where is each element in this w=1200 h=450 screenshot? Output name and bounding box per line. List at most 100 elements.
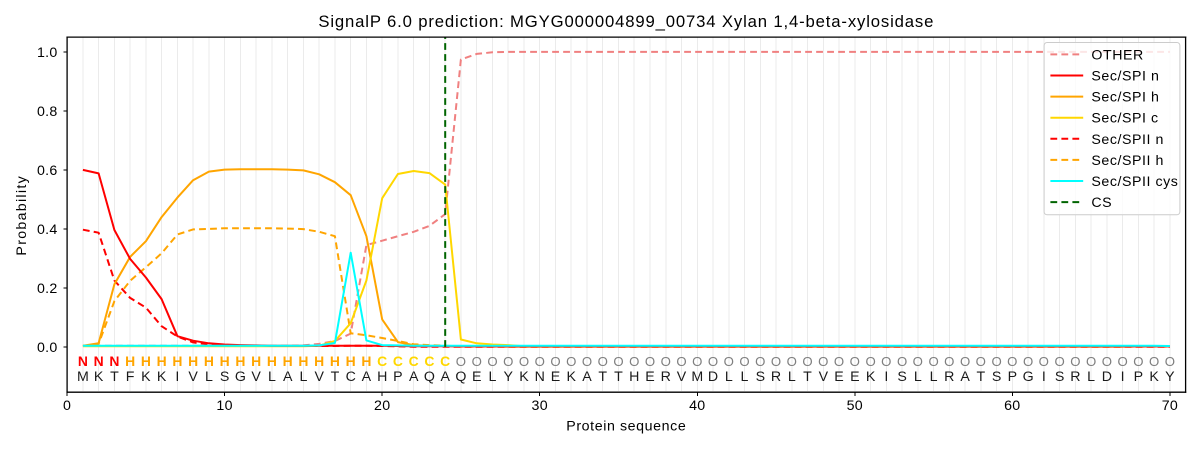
svg-text:L: L — [725, 369, 733, 385]
svg-text:L: L — [268, 369, 276, 385]
svg-text:SignalP 6.0 prediction: MGYG00: SignalP 6.0 prediction: MGYG000004899_00… — [318, 12, 934, 31]
svg-text:0.6: 0.6 — [37, 163, 58, 179]
svg-text:Y: Y — [1165, 369, 1175, 385]
svg-text:T: T — [803, 369, 812, 385]
svg-text:O: O — [1117, 354, 1127, 369]
svg-text:O: O — [629, 354, 639, 369]
svg-text:O: O — [834, 354, 844, 369]
svg-text:C: C — [377, 353, 387, 369]
svg-text:D: D — [1102, 369, 1112, 385]
svg-text:D: D — [708, 369, 718, 385]
svg-text:G: G — [1023, 369, 1034, 385]
svg-text:O: O — [944, 354, 954, 369]
svg-text:T: T — [614, 369, 623, 385]
svg-text:K: K — [157, 369, 167, 385]
svg-text:O: O — [645, 354, 655, 369]
svg-text:H: H — [157, 353, 167, 369]
svg-text:H: H — [172, 353, 182, 369]
svg-text:R: R — [1070, 369, 1080, 385]
svg-text:O: O — [535, 354, 545, 369]
svg-text:P: P — [1134, 369, 1143, 385]
svg-text:S: S — [992, 369, 1001, 385]
svg-text:C: C — [393, 353, 403, 369]
svg-text:Y: Y — [503, 369, 513, 385]
svg-text:S: S — [220, 369, 229, 385]
svg-text:L: L — [741, 369, 749, 385]
svg-text:0: 0 — [63, 398, 71, 414]
svg-text:I: I — [1121, 369, 1125, 385]
svg-text:A: A — [582, 369, 592, 385]
svg-text:O: O — [566, 354, 576, 369]
svg-text:O: O — [692, 354, 702, 369]
svg-text:O: O — [787, 354, 797, 369]
svg-text:H: H — [220, 353, 230, 369]
svg-text:M: M — [691, 369, 703, 385]
svg-text:A: A — [362, 369, 372, 385]
svg-text:CS: CS — [1091, 195, 1112, 211]
svg-text:O: O — [1165, 354, 1175, 369]
svg-text:H: H — [629, 369, 639, 385]
svg-text:O: O — [676, 354, 686, 369]
svg-text:K: K — [1149, 369, 1159, 385]
svg-text:E: E — [850, 369, 859, 385]
svg-text:F: F — [126, 369, 135, 385]
svg-text:R: R — [661, 369, 671, 385]
svg-text:O: O — [881, 354, 891, 369]
svg-text:O: O — [724, 354, 734, 369]
svg-text:O: O — [1149, 354, 1159, 369]
svg-text:K: K — [141, 369, 151, 385]
svg-text:A: A — [283, 369, 293, 385]
svg-text:E: E — [834, 369, 843, 385]
svg-text:V: V — [819, 369, 829, 385]
svg-text:30: 30 — [532, 398, 548, 414]
svg-text:Sec/SPII cys: Sec/SPII cys — [1091, 174, 1178, 190]
svg-text:OTHER: OTHER — [1091, 47, 1143, 63]
svg-text:K: K — [866, 369, 876, 385]
svg-text:O: O — [519, 354, 529, 369]
svg-text:O: O — [865, 354, 875, 369]
svg-text:C: C — [346, 369, 356, 385]
svg-text:O: O — [613, 354, 623, 369]
svg-text:H: H — [141, 353, 151, 369]
svg-text:O: O — [739, 354, 749, 369]
svg-text:V: V — [677, 369, 687, 385]
svg-text:C: C — [440, 353, 450, 369]
svg-text:L: L — [1087, 369, 1095, 385]
svg-text:O: O — [503, 354, 513, 369]
svg-text:H: H — [377, 369, 387, 385]
svg-text:V: V — [251, 369, 261, 385]
svg-text:L: L — [299, 369, 307, 385]
svg-text:10: 10 — [216, 398, 232, 414]
svg-text:S: S — [1055, 369, 1064, 385]
svg-text:O: O — [897, 354, 907, 369]
svg-text:O: O — [1007, 354, 1017, 369]
svg-text:E: E — [645, 369, 654, 385]
svg-text:L: L — [930, 369, 938, 385]
svg-text:O: O — [1070, 354, 1080, 369]
svg-text:O: O — [928, 354, 938, 369]
svg-text:O: O — [708, 354, 718, 369]
svg-text:C: C — [424, 353, 434, 369]
svg-text:H: H — [314, 353, 324, 369]
svg-text:O: O — [582, 354, 592, 369]
svg-text:40: 40 — [689, 398, 705, 414]
svg-text:O: O — [1086, 354, 1096, 369]
svg-text:H: H — [298, 353, 308, 369]
svg-text:0.0: 0.0 — [37, 340, 58, 356]
svg-text:N: N — [78, 353, 88, 369]
svg-text:T: T — [976, 369, 985, 385]
svg-text:O: O — [755, 354, 765, 369]
svg-text:P: P — [1008, 369, 1017, 385]
svg-text:H: H — [125, 353, 135, 369]
svg-text:E: E — [472, 369, 481, 385]
svg-text:O: O — [1039, 354, 1049, 369]
svg-text:L: L — [205, 369, 213, 385]
svg-text:H: H — [235, 353, 245, 369]
svg-text:G: G — [235, 369, 246, 385]
svg-text:O: O — [818, 354, 828, 369]
svg-text:O: O — [1023, 354, 1033, 369]
svg-text:Q: Q — [424, 369, 435, 385]
svg-text:H: H — [251, 353, 261, 369]
svg-text:O: O — [802, 354, 812, 369]
svg-text:70: 70 — [1162, 398, 1178, 414]
